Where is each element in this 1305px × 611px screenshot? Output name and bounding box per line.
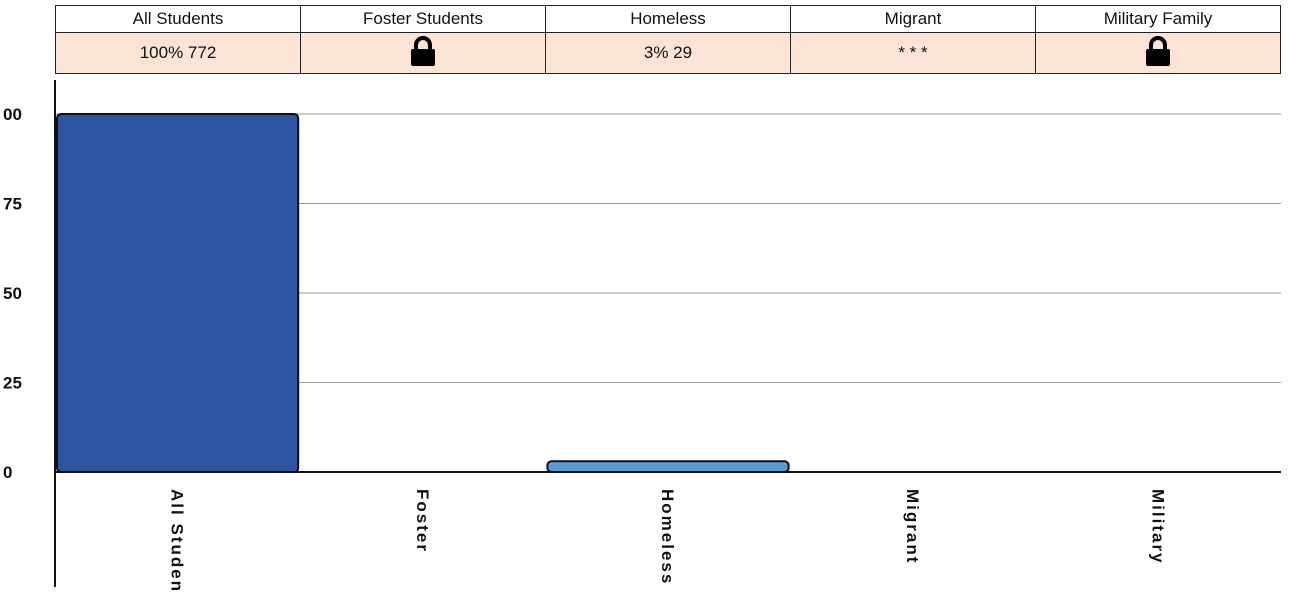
bar	[56, 113, 300, 473]
header-all-students: All Students	[55, 5, 301, 33]
y-tick-label: 75	[3, 195, 22, 214]
summary-value-text: 100% 772	[139, 43, 217, 62]
summary-header-row: All Students Foster Students Homeless Mi…	[55, 5, 1281, 33]
y-tick-label: 25	[3, 374, 22, 393]
summary-value-military-family	[1035, 32, 1281, 74]
summary-value-foster-students	[300, 32, 546, 74]
summary-value-all-students: 100% 772	[55, 32, 301, 74]
padlock-icon	[408, 35, 438, 72]
x-category-label: Homeless	[658, 489, 677, 585]
y-tick-label: 50	[3, 284, 22, 303]
x-category-label: Military	[1148, 489, 1167, 565]
y-tick-label: 00	[3, 105, 22, 124]
summary-value-migrant: * * *	[790, 32, 1036, 74]
x-category-label: All Studen	[168, 489, 187, 593]
padlock-icon	[1143, 35, 1173, 72]
summary-value-homeless: 3% 29	[545, 32, 791, 74]
x-category-label: Foster	[413, 489, 432, 553]
bar	[546, 460, 790, 474]
header-military-family: Military Family	[1035, 5, 1281, 33]
summary-value-text: 3% 29	[643, 43, 693, 62]
summary-value-row: 100% 772 3% 29 * * *	[55, 32, 1281, 74]
y-tick-label: 0	[3, 463, 12, 482]
summary-value-text: * * *	[898, 43, 928, 62]
header-migrant: Migrant	[790, 5, 1036, 33]
x-category-label: Migrant	[903, 489, 922, 564]
summary-table: All Students Foster Students Homeless Mi…	[55, 5, 1281, 74]
